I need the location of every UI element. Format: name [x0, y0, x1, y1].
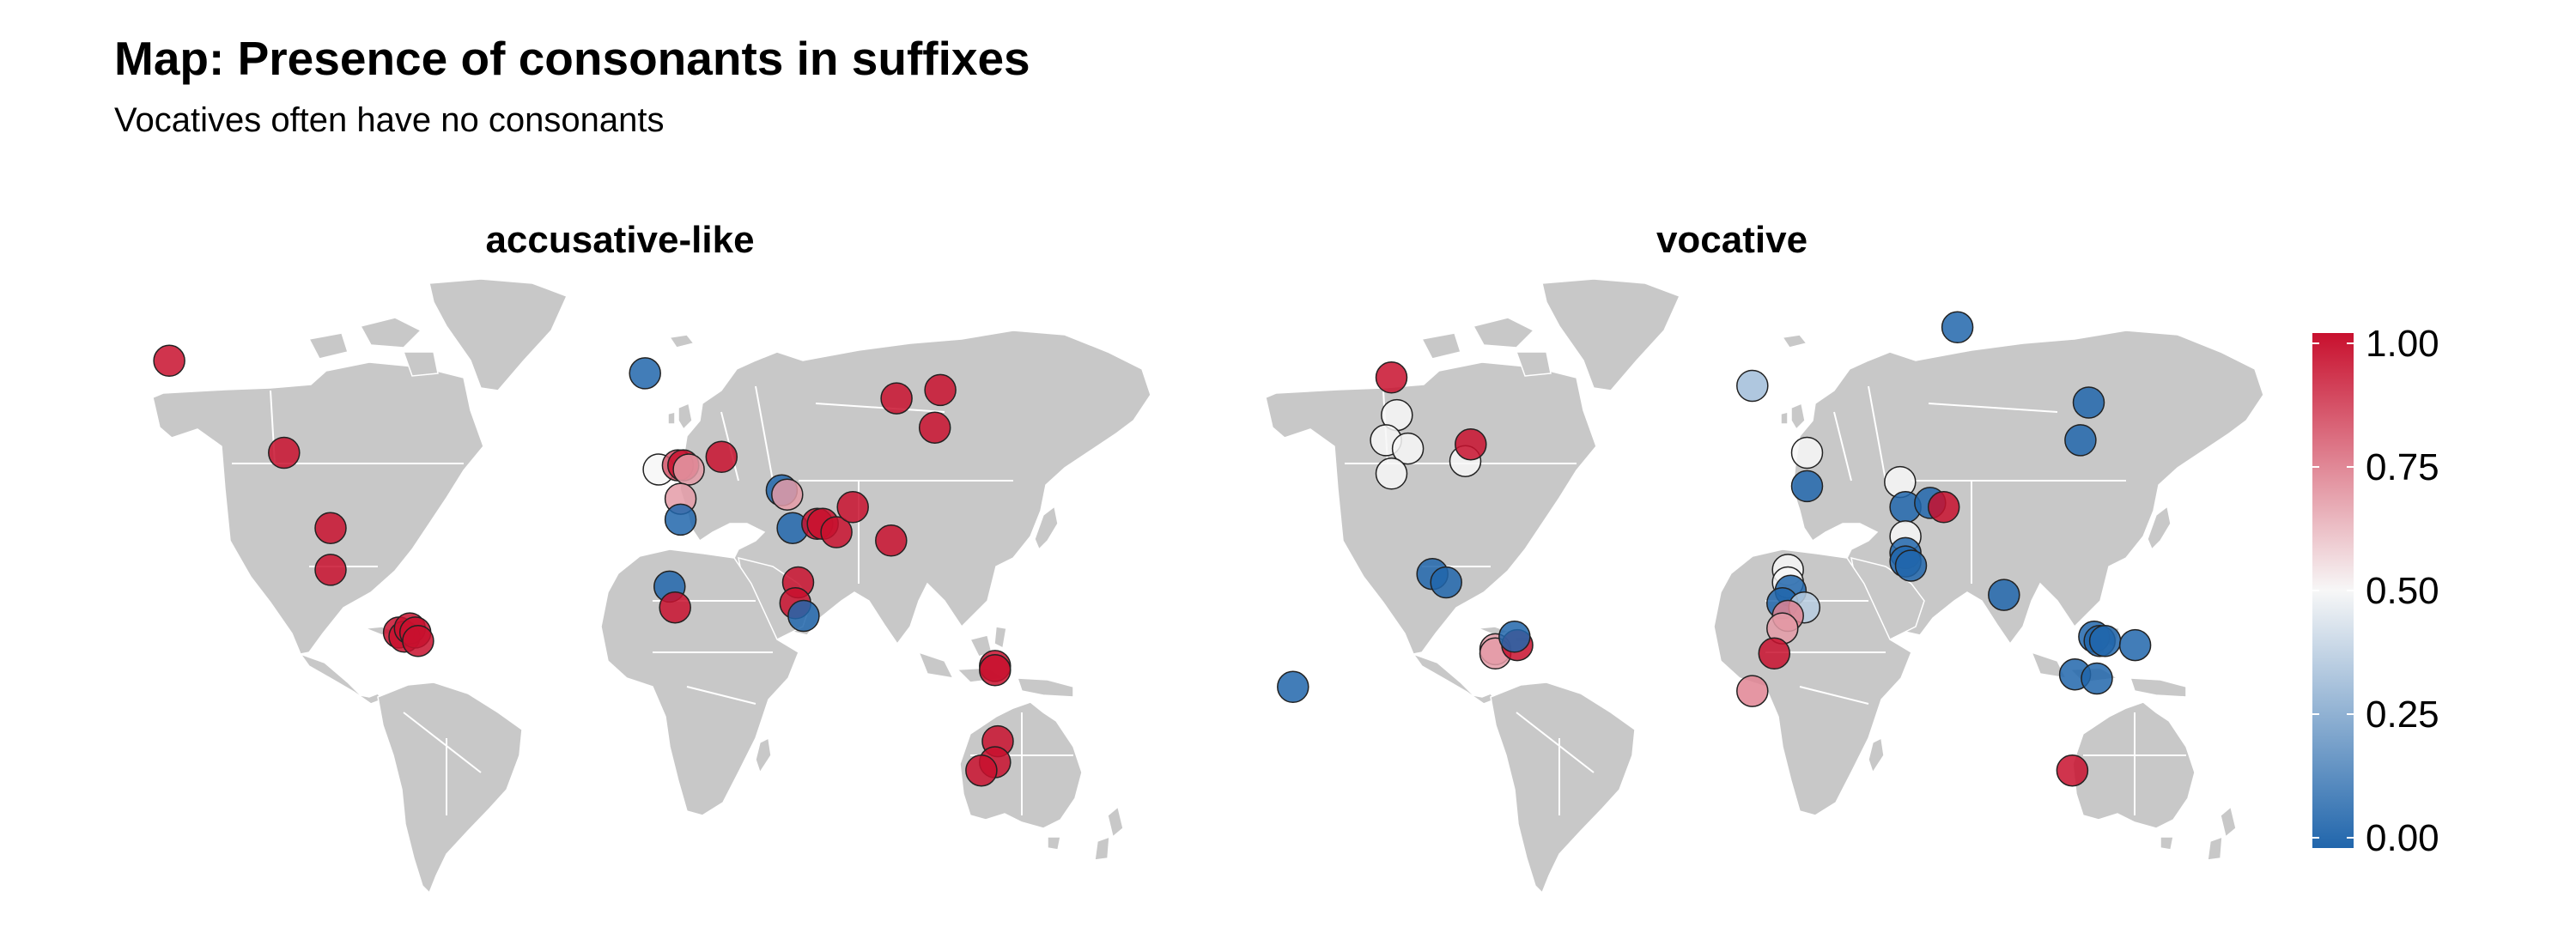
- world-map-vocative: [1265, 278, 2264, 894]
- chart-subtitle: Vocatives often have no consonants: [114, 101, 665, 139]
- color-legend: 1.00 0.75 0.50 0.25 0.00: [2312, 323, 2439, 859]
- data-point: [314, 554, 347, 586]
- data-point: [659, 591, 691, 624]
- data-point: [880, 382, 913, 415]
- points-vocative: [1277, 311, 2152, 787]
- chart-title: Map: Presence of consonants in suffixes: [114, 32, 1030, 85]
- legend-tick-label: 0.75: [2366, 446, 2439, 488]
- facet-title-accusative-like: accusative-like: [485, 219, 755, 261]
- data-point: [1391, 432, 1425, 465]
- data-point: [1375, 361, 1408, 394]
- data-point: [1927, 491, 1960, 524]
- legend-tick-label: 0.25: [2366, 694, 2439, 736]
- data-point: [2081, 662, 2113, 695]
- data-point: [875, 524, 908, 557]
- data-point: [1758, 637, 1791, 670]
- data-point: [820, 516, 853, 548]
- data-point: [314, 512, 347, 544]
- legend-tick-label: 0.50: [2366, 570, 2439, 612]
- data-point: [1277, 670, 1309, 704]
- data-point: [979, 654, 1012, 687]
- data-point: [1430, 566, 1462, 599]
- data-point: [1375, 457, 1408, 490]
- data-point: [2056, 754, 2089, 787]
- data-point: [836, 491, 869, 524]
- data-point: [924, 373, 957, 407]
- data-point: [1894, 549, 1928, 582]
- data-point: [1988, 579, 2020, 611]
- data-point: [672, 453, 705, 486]
- points-layer: [153, 311, 2152, 787]
- legend-tick-label: 0.00: [2366, 817, 2439, 859]
- facet-title-vocative: vocative: [1656, 219, 1808, 261]
- data-point: [153, 344, 185, 378]
- map-panel-vocative: [1265, 278, 2264, 894]
- points-accusative-like: [153, 344, 1014, 787]
- data-point: [771, 478, 804, 511]
- data-point: [705, 440, 738, 474]
- data-point: [1941, 311, 1974, 344]
- data-point: [1790, 470, 1824, 503]
- data-point: [629, 357, 661, 390]
- data-point: [1790, 436, 1824, 470]
- data-point: [2072, 386, 2105, 419]
- legend-tick-label: 1.00: [2366, 323, 2439, 365]
- data-point: [1736, 675, 1769, 707]
- data-point: [1736, 369, 1769, 403]
- data-point: [965, 754, 998, 787]
- data-point: [918, 411, 951, 444]
- data-point: [1455, 427, 1487, 461]
- data-point: [787, 599, 820, 633]
- data-point: [664, 503, 697, 536]
- data-point: [2064, 424, 2097, 457]
- data-point: [402, 624, 434, 657]
- data-point: [268, 436, 301, 470]
- data-point: [2088, 624, 2122, 657]
- data-point: [2118, 628, 2152, 662]
- data-point: [1498, 621, 1531, 653]
